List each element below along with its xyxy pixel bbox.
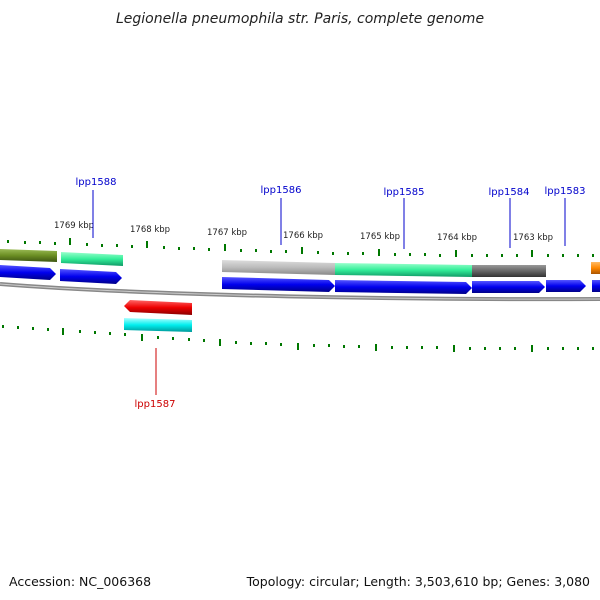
upper-tick-ruler bbox=[7, 238, 594, 257]
gene-label-lpp1583[interactable]: lpp1583 bbox=[545, 186, 586, 197]
cds-arrow[interactable] bbox=[222, 277, 335, 292]
gene-feature-lpp1587[interactable] bbox=[124, 300, 192, 315]
cds-arrow[interactable] bbox=[335, 280, 472, 294]
cds-arrow[interactable] bbox=[592, 280, 600, 292]
gene-label-lpp1585[interactable]: lpp1585 bbox=[384, 187, 425, 198]
accession-text: Accession: NC_006368 bbox=[9, 574, 151, 589]
genome-summary-text: Topology: circular; Length: 3,503,610 bp… bbox=[246, 574, 590, 589]
gene-label-lpp1587[interactable]: lpp1587 bbox=[135, 399, 176, 410]
cds-arrow[interactable] bbox=[0, 265, 56, 280]
gene-feature-orange[interactable] bbox=[591, 262, 600, 274]
cds-arrow[interactable] bbox=[60, 269, 122, 284]
kbp-label: 1769 kbp bbox=[54, 221, 94, 231]
map-title: Legionella pneumophila str. Paris, compl… bbox=[116, 11, 484, 27]
cds-arrow[interactable] bbox=[546, 280, 586, 292]
kbp-label: 1765 kbp bbox=[360, 232, 400, 242]
kbp-label: 1763 kbp bbox=[513, 233, 553, 243]
forward-feature-row bbox=[0, 249, 600, 277]
gene-label-lpp1586[interactable]: lpp1586 bbox=[261, 185, 302, 196]
cds-arrow[interactable] bbox=[472, 281, 545, 293]
kbp-label: 1766 kbp bbox=[283, 231, 323, 241]
gene-feature-lpp1585[interactable] bbox=[335, 263, 472, 277]
kbp-label: 1768 kbp bbox=[130, 225, 170, 235]
gene-feature-lpp1586[interactable] bbox=[222, 260, 335, 275]
gene-feature-lpp1588[interactable] bbox=[61, 252, 123, 266]
gene-feature-olive[interactable] bbox=[0, 249, 57, 262]
kbp-label: 1764 kbp bbox=[437, 233, 477, 243]
lower-tick-ruler bbox=[2, 325, 594, 352]
gene-leader-lines bbox=[92, 190, 566, 395]
forward-cds-row bbox=[0, 265, 600, 294]
gene-label-lpp1584[interactable]: lpp1584 bbox=[489, 187, 530, 198]
reverse-feature-row bbox=[124, 300, 192, 332]
kbp-label: 1767 kbp bbox=[207, 228, 247, 238]
gene-feature-cyan[interactable] bbox=[124, 318, 192, 332]
gene-label-lpp1588[interactable]: lpp1588 bbox=[76, 177, 117, 188]
gene-feature-lpp1584[interactable] bbox=[472, 265, 546, 277]
